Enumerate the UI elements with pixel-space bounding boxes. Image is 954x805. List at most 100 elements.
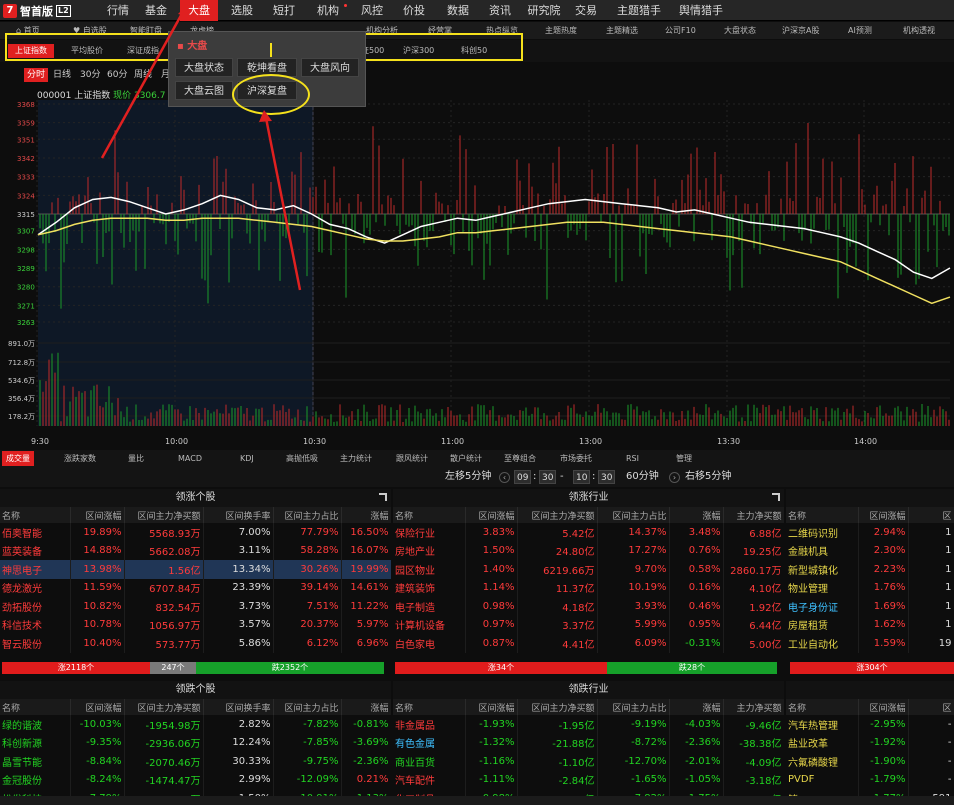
subnav-redian[interactable]: 热点纵览: [486, 26, 518, 35]
table-row[interactable]: 德龙激光 11.59% 6707.84万 23.39% 39.14% 14.61%: [0, 578, 391, 597]
column-header[interactable]: 区间涨幅: [465, 507, 518, 523]
nav-duanda[interactable]: 短打: [273, 4, 295, 17]
column-header[interactable]: 涨幅: [669, 507, 724, 523]
table-row[interactable]: 金融机具 2.30% 1: [786, 541, 954, 560]
table-row[interactable]: 神思电子 13.98% 1.56亿 13.34% 30.26% 19.99%: [0, 560, 391, 579]
nav-xuangu[interactable]: 选股: [231, 4, 253, 17]
column-header[interactable]: 区间主力净买额: [517, 699, 598, 715]
column-header[interactable]: 名称: [0, 507, 71, 523]
table-row[interactable]: 盐业改革 -1.92% -: [786, 733, 954, 752]
table-row[interactable]: 房地产业 1.50% 24.80亿 17.27% 0.76% 19.25亿: [393, 541, 784, 560]
table-row[interactable]: 智云股份 10.40% 573.77万 5.86% 6.12% 6.96%: [0, 634, 391, 653]
nav-shuju[interactable]: 数据: [447, 4, 469, 17]
column-header[interactable]: 区: [908, 699, 954, 715]
ind-weituo[interactable]: 市场委托: [560, 454, 592, 463]
shift-left-button[interactable]: 左移5分钟: [445, 471, 492, 482]
column-header[interactable]: 区间主力占比: [597, 507, 670, 523]
column-header[interactable]: 涨幅: [341, 699, 391, 715]
period-fenshi[interactable]: 分时: [24, 68, 49, 82]
table-row[interactable]: 劲拓股份 10.82% 832.54万 3.73% 7.51% 11.22%: [0, 597, 391, 616]
subnav-lhb[interactable]: 龙虎榜: [190, 22, 214, 39]
menu-dapan-cloud[interactable]: 大盘云图: [175, 81, 233, 100]
subnav-ashare[interactable]: 沪深京A股: [782, 26, 820, 35]
ind-zhuli[interactable]: 主力统计: [340, 454, 372, 463]
subnav-zhuti-heat[interactable]: 主题热度: [545, 26, 577, 35]
nav-jiatou[interactable]: 价投: [403, 4, 425, 17]
table-row[interactable]: 保险行业 3.83% 5.42亿 14.37% 3.48% 6.88亿: [393, 523, 784, 542]
table-row[interactable]: 物业管理 1.76% 1: [786, 578, 954, 597]
tab-zz500[interactable]: 中证500: [353, 46, 385, 55]
ind-genfeng[interactable]: 跟风统计: [396, 454, 428, 463]
column-header[interactable]: 区间主力占比: [273, 699, 342, 715]
ind-rsi[interactable]: RSI: [626, 454, 639, 463]
table-row[interactable]: 工业自动化 1.59% 19: [786, 634, 954, 653]
tab-kc50[interactable]: 科创50: [461, 46, 488, 55]
end-hour-input[interactable]: 10: [573, 470, 591, 484]
column-header[interactable]: 名称: [393, 699, 466, 715]
table-row[interactable]: 有色金属 -1.32% -21.88亿 -8.72% -2.36% -38.38亿: [393, 733, 784, 752]
table-row[interactable]: 科创新源 -9.35% -2936.06万 12.24% -7.85% -3.69%: [0, 733, 391, 752]
table-row[interactable]: 六氟磷酸锂 -1.90% -: [786, 752, 954, 771]
subnav-jgts[interactable]: 机构透视: [903, 26, 935, 35]
tab-sh-index[interactable]: 上证指数: [8, 44, 54, 58]
table-row[interactable]: PVDF -1.79% -: [786, 770, 954, 789]
expand-icon[interactable]: [772, 493, 780, 501]
subnav-watchlist[interactable]: ♥ 自选股: [73, 26, 107, 35]
start-minute-input[interactable]: 30: [539, 470, 557, 484]
table-row[interactable]: 锗-1.77%-591: [786, 789, 954, 796]
chevron-left-icon[interactable]: ‹: [499, 472, 510, 483]
column-header[interactable]: 区: [908, 507, 954, 523]
nav-jiaoyi[interactable]: 交易: [575, 4, 597, 17]
table-row[interactable]: 二维码识别 2.94% 1: [786, 523, 954, 542]
table-row[interactable]: 汽车热管理 -2.95% -: [786, 715, 954, 734]
column-header[interactable]: 涨幅: [341, 507, 391, 523]
column-header[interactable]: 名称: [393, 507, 466, 523]
column-header[interactable]: 主力净买额: [723, 699, 784, 715]
tab-sz-index[interactable]: 深证成指: [127, 46, 159, 55]
subnav-smart[interactable]: 智能盯盘: [130, 26, 162, 35]
period-week[interactable]: 周线: [134, 70, 153, 80]
table-row[interactable]: 建筑装饰 1.14% 11.37亿 10.19% 0.16% 4.10亿: [393, 578, 784, 597]
nav-zhuti[interactable]: 主题猎手: [617, 4, 661, 17]
column-header[interactable]: 区间换手率: [203, 507, 274, 523]
nav-yuqing[interactable]: 舆情猎手: [679, 4, 723, 17]
table-row[interactable]: 科信技术 10.78% 1056.97万 3.57% 20.37% 5.97%: [0, 615, 391, 634]
tab-hs300[interactable]: 沪深300: [403, 46, 435, 55]
column-header[interactable]: 主力净买额: [723, 507, 784, 523]
subnav-jigou[interactable]: 机构分析: [366, 26, 398, 35]
table-row[interactable]: 汽车配件 -1.11% -2.84亿 -1.65% -1.05% -3.18亿: [393, 770, 784, 789]
subnav-f10[interactable]: 公司F10: [665, 26, 696, 35]
column-header[interactable]: 区间主力占比: [273, 507, 342, 523]
subnav-zhuti-pick[interactable]: 主题精选: [606, 26, 638, 35]
ind-sanhu[interactable]: 散户统计: [450, 454, 482, 463]
column-header[interactable]: 区间主力净买额: [124, 699, 204, 715]
table-row[interactable]: 晶雪节能 -8.84% -2070.46万 30.33% -9.75% -2.36%: [0, 752, 391, 771]
column-header[interactable]: 区间主力净买额: [517, 507, 598, 523]
ind-kdj[interactable]: KDJ: [240, 454, 254, 463]
ind-volume[interactable]: 成交量: [2, 451, 34, 466]
start-hour-input[interactable]: 09: [514, 470, 532, 484]
nav-jigou[interactable]: 机构: [312, 0, 347, 21]
table-row[interactable]: 新型城镇化 2.23% 1: [786, 560, 954, 579]
end-minute-input[interactable]: 30: [598, 470, 616, 484]
ind-macd[interactable]: MACD: [178, 454, 202, 463]
ind-liangbi[interactable]: 量比: [128, 454, 144, 463]
ind-manage[interactable]: 管理: [676, 454, 692, 463]
table-row[interactable]: 化工制品-0.98%-20.85亿-7.82%-1.75%-39.43亿: [393, 789, 784, 796]
expand-icon[interactable]: [379, 493, 387, 501]
period-60m[interactable]: 60分: [107, 70, 128, 80]
shift-right-button[interactable]: 右移5分钟: [685, 471, 732, 482]
table-row[interactable]: 绿的谐波 -10.03% -1954.98万 2.82% -7.82% -0.81%: [0, 715, 391, 734]
table-row[interactable]: 房屋租赁 1.62% 1: [786, 615, 954, 634]
table-row[interactable]: 园区物业 1.40% 6219.66万 9.70% 0.58% 2860.17万: [393, 560, 784, 579]
nav-yanjiuyuan[interactable]: 研究院: [527, 4, 561, 17]
tab-avg-price[interactable]: 平均股价: [71, 46, 103, 55]
table-row[interactable]: 白色家电 0.87% 4.41亿 6.09% -0.31% 5.00亿: [393, 634, 784, 653]
nav-hangqing[interactable]: 行情: [107, 4, 129, 17]
menu-dapan-state[interactable]: 大盘状态: [175, 58, 233, 77]
column-header[interactable]: 区间涨幅: [858, 699, 909, 715]
table-row[interactable]: 商业百货 -1.16% -1.10亿 -12.70% -2.01% -4.09亿: [393, 752, 784, 771]
horizontal-scrollbar[interactable]: [0, 796, 954, 805]
column-header[interactable]: 名称: [786, 507, 859, 523]
table-row[interactable]: 金冠股份 -8.24% -1474.47万 2.99% -12.09% 0.21%: [0, 770, 391, 789]
